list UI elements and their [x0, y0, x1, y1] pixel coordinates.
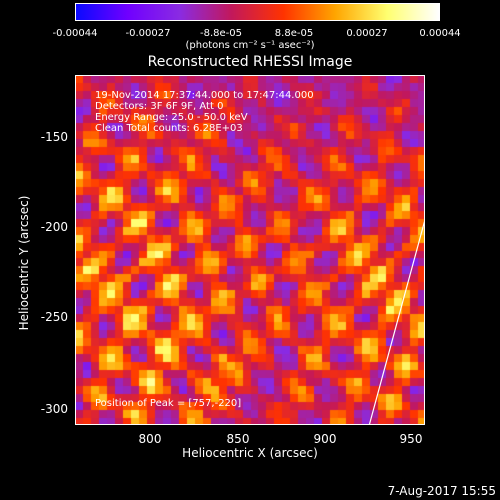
- colorbar-tick: 0.00044: [419, 28, 461, 39]
- colorbar-tick: -0.00044: [52, 28, 98, 39]
- solar-limb-line: [368, 221, 424, 424]
- info-time-range: 19-Nov-2014 17:37:44.000 to 17:47:44.000: [95, 90, 314, 101]
- colorbar-tick: -0.00027: [125, 28, 171, 39]
- info-peak-position: Position of Peak = [757,-220]: [95, 398, 242, 409]
- y-tick-label: -150: [40, 130, 68, 144]
- colorbar: [75, 3, 440, 21]
- x-tick-label: 900: [313, 432, 337, 446]
- x-axis-label: Heliocentric X (arcsec): [182, 446, 318, 460]
- timestamp: 7-Aug-2017 15:55: [387, 484, 496, 498]
- info-total-counts: Clean Total counts: 6.28E+03: [95, 123, 243, 134]
- y-tick-label: -250: [40, 310, 68, 324]
- colorbar-tick: 8.8e-05: [274, 28, 314, 39]
- x-tick-label: 950: [399, 432, 423, 446]
- colorbar-tick: 0.00027: [346, 28, 388, 39]
- info-energy-range: Energy Range: 25.0 - 50.0 keV: [95, 112, 248, 123]
- y-tick-label: -300: [40, 402, 68, 416]
- info-detectors: Detectors: 3F 6F 9F, Att 0: [95, 101, 224, 112]
- reconstructed-heatmap: [76, 76, 424, 424]
- y-axis-label: Heliocentric Y (arcsec): [17, 195, 31, 331]
- y-tick-label: -200: [40, 220, 68, 234]
- colorbar-units: (photons cm⁻² s⁻¹ asec⁻²): [185, 40, 315, 51]
- image-title: Reconstructed RHESSI Image: [147, 54, 353, 70]
- x-tick-label: 800: [138, 432, 162, 446]
- x-tick-label: 850: [226, 432, 250, 446]
- colorbar-tick: -8.8e-05: [200, 28, 242, 39]
- image-plot[interactable]: 19-Nov-2014 17:37:44.000 to 17:47:44.000…: [75, 75, 425, 425]
